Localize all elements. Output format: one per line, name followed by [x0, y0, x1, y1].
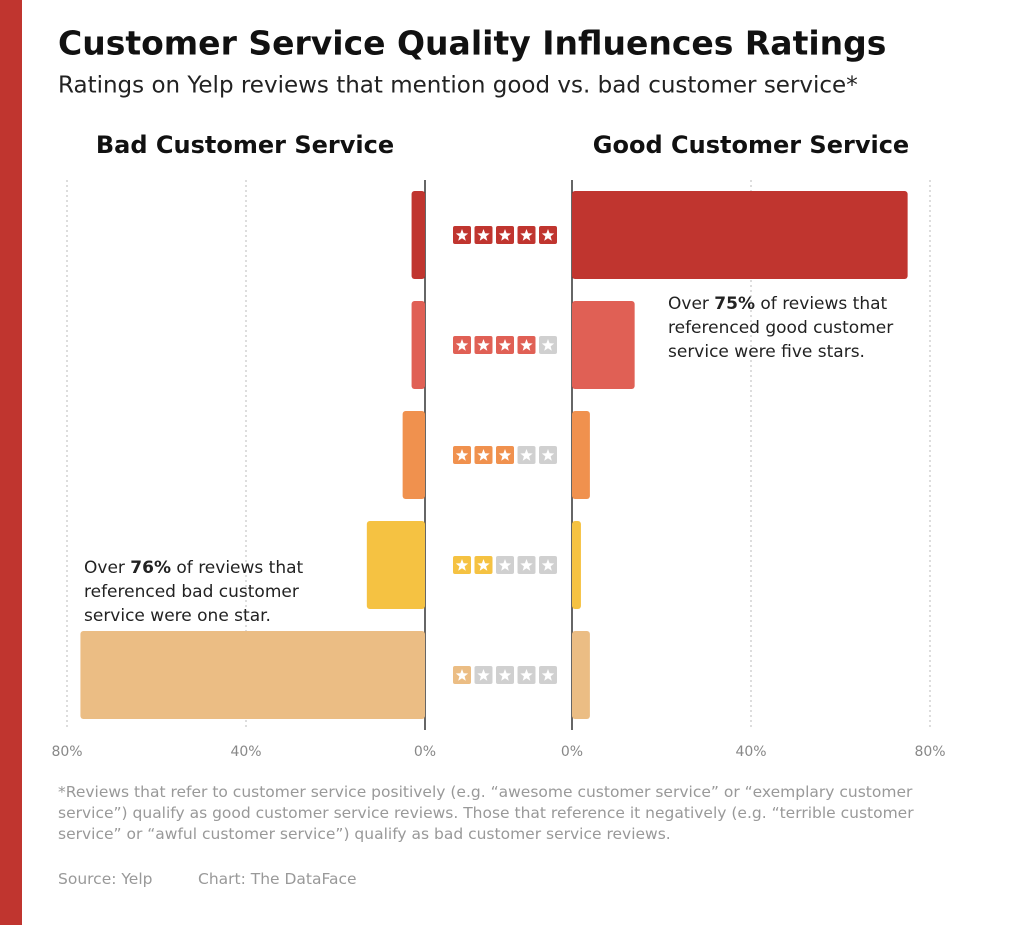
chart-title: Customer Service Quality Influences Rati…	[58, 24, 886, 63]
bar	[411, 301, 425, 389]
annotation: Over 76% of reviews that referenced bad …	[84, 556, 344, 628]
star	[520, 559, 533, 571]
bar	[366, 521, 425, 609]
star	[477, 449, 490, 461]
star	[455, 559, 469, 571]
x-tick-label: 0%	[414, 744, 436, 760]
star	[477, 229, 490, 241]
source: Source: Yelp	[58, 870, 153, 888]
chart-subtitle: Ratings on Yelp reviews that mention goo…	[58, 73, 858, 99]
star	[477, 339, 490, 351]
star	[541, 229, 555, 241]
star	[520, 229, 533, 241]
star-rating	[453, 226, 557, 244]
annotation-bold: 76%	[130, 558, 171, 578]
annotation-text: of reviews that referenced good customer…	[668, 294, 894, 362]
bar	[411, 191, 425, 279]
star-rating	[453, 446, 557, 464]
bar	[80, 631, 426, 719]
annotation: Over 75% of reviews that referenced good…	[668, 292, 928, 364]
star	[541, 449, 555, 461]
star	[455, 449, 469, 461]
bar	[572, 411, 590, 499]
star	[498, 229, 512, 241]
star	[541, 339, 555, 351]
annotation-text: of reviews that referenced bad customer …	[84, 558, 304, 626]
star	[498, 669, 512, 681]
credit: Chart: The DataFace	[198, 870, 357, 888]
star	[520, 669, 533, 681]
x-tick-label: 40%	[735, 744, 766, 760]
x-tick-label: 80%	[914, 744, 945, 760]
x-tick-label: 0%	[561, 744, 583, 760]
star	[520, 449, 533, 461]
footnote: *Reviews that refer to customer service …	[58, 783, 914, 843]
star	[520, 339, 533, 351]
bar	[572, 521, 581, 609]
star	[498, 559, 512, 571]
star	[541, 559, 555, 571]
panel-title: Good Customer Service	[593, 131, 909, 159]
star	[477, 669, 490, 681]
star	[455, 669, 469, 681]
star	[477, 559, 490, 571]
bar	[402, 411, 425, 499]
star-rating	[453, 666, 557, 684]
annotation-text: Over	[668, 294, 715, 314]
side-bar	[0, 0, 22, 925]
x-tick-label: 80%	[51, 744, 82, 760]
x-tick-label: 40%	[230, 744, 261, 760]
annotation-text: Over	[84, 558, 131, 578]
star	[498, 339, 512, 351]
bar	[572, 191, 908, 279]
annotation-bold: 75%	[714, 294, 755, 314]
star	[455, 229, 469, 241]
star	[541, 669, 555, 681]
panel-title: Bad Customer Service	[96, 131, 394, 159]
bar	[572, 631, 590, 719]
bar	[572, 301, 635, 389]
star-rating	[453, 556, 557, 574]
star-rating	[453, 336, 557, 354]
star	[498, 449, 512, 461]
star	[455, 339, 469, 351]
